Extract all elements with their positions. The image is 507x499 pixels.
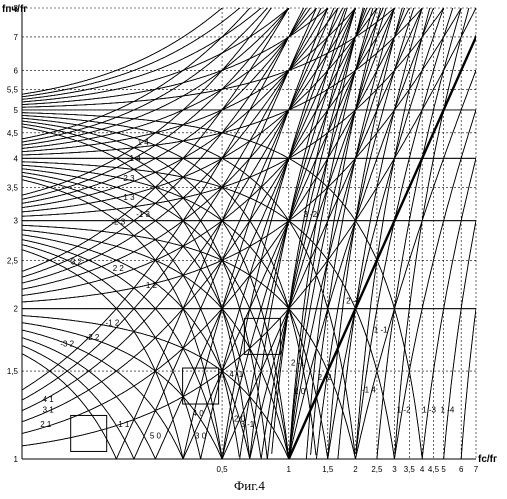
curve-family: [22, 4, 489, 464]
x-axis-label: fс/fг: [478, 454, 497, 465]
x-tick-label: 3,5: [404, 465, 416, 474]
curve-label: 2 2: [113, 264, 125, 273]
curve-label: -2 3: [111, 217, 125, 226]
curve-label: 3 -2: [303, 210, 317, 219]
mixing-curve: [22, 4, 411, 433]
x-tick-label: 4,5: [428, 465, 440, 474]
mixing-curve: [22, 5, 462, 463]
x-tick-label: 7: [474, 465, 479, 474]
curve-label: 3 2: [71, 258, 83, 267]
mixing-curve: [22, 6, 339, 463]
mixing-curve: [22, 4, 332, 104]
x-tick-label: 6: [459, 465, 464, 474]
y-tick-label: 1,5: [7, 367, 19, 376]
mixing-curve: [22, 5, 425, 156]
curve-label: 1 -4: [441, 405, 455, 414]
y-tick-label: 3: [14, 217, 19, 226]
curve-label: 1 3: [123, 193, 135, 202]
curve-label: -1 2: [106, 319, 120, 328]
curve-label: -3 2: [60, 339, 74, 348]
mixing-curve: [22, 4, 291, 271]
curve-label: -1 4: [127, 154, 141, 163]
mixing-curve: [22, 5, 462, 463]
curve-label: 1 0: [294, 387, 306, 396]
curve-label: 3 0: [195, 431, 207, 440]
y-tick-label: 7: [14, 33, 19, 42]
curve-label: 4 0: [193, 409, 205, 418]
x-tick-label: 3: [392, 465, 397, 474]
y-tick-label: 5,5: [7, 85, 19, 94]
mixing-curve: [22, 4, 271, 142]
curve-label: 2 -3: [346, 296, 360, 305]
mixing-curve: [22, 4, 293, 102]
mixing-curve: [22, 5, 344, 411]
curve-label: 1 1: [118, 420, 130, 429]
mixing-curve: [22, 5, 305, 390]
mixing-curve: [22, 6, 356, 462]
curve-label: 1 4: [138, 138, 150, 147]
curve-label: 1 2: [146, 281, 158, 290]
mixing-curve: [22, 4, 332, 104]
mixing-curve: [22, 4, 293, 102]
x-tick-label: 1: [287, 465, 292, 474]
curve-label: 2 -2: [318, 373, 332, 382]
mixing-curve: [22, 4, 291, 271]
curve-label: -1 4: [362, 385, 376, 394]
curve-label: -2 2: [86, 333, 100, 342]
x-tick-label: 2,5: [371, 465, 383, 474]
mixing-curve: [22, 5, 319, 149]
curve-label: 4 -1: [229, 370, 243, 379]
mixing-curve: [22, 6, 339, 463]
mixing-curve: [22, 5, 305, 390]
mixing-curve: [22, 4, 399, 107]
figure-caption: Фиг.4: [234, 478, 265, 493]
mixing-curve: [22, 6, 356, 462]
mixing-curve: [22, 4, 411, 433]
y-tick-label: 5: [14, 106, 19, 115]
y-axis-label: fпч/fг: [2, 4, 27, 15]
curve-label: 1 -1: [374, 326, 388, 335]
y-tick-label: 6: [14, 66, 19, 75]
mixing-curve: [22, 7, 381, 459]
y-tick-label: 4: [14, 154, 19, 163]
curve-label: 3 -1: [240, 420, 254, 429]
mixing-curve: [22, 4, 271, 142]
y-tick-label: 1: [14, 455, 19, 464]
curve-label: 1 -2: [397, 405, 411, 414]
x-tick-label: 1,5: [322, 465, 334, 474]
x-tick-label: 4: [420, 465, 425, 474]
curve-label: 2 1: [40, 420, 52, 429]
curve-label: -1 3: [136, 210, 150, 219]
mixing-curve: [22, 5, 344, 411]
curve-label: 3 1: [43, 405, 55, 414]
curve-label: 5 0: [150, 431, 162, 440]
mixing-curve: [221, 6, 423, 462]
mixing-curve: [22, 5, 319, 149]
x-tick-label: 2: [353, 465, 358, 474]
curve-label: 2 3: [123, 174, 135, 183]
curve-label: 2 -1: [291, 358, 305, 367]
curve-label: 1 -3: [422, 405, 436, 414]
y-tick-label: 2: [14, 305, 19, 314]
y-tick-label: 3,5: [7, 183, 19, 192]
curve-label: 4 1: [43, 395, 55, 404]
mixing-curve: [22, 7, 381, 459]
x-tick-label: 0,5: [217, 465, 229, 474]
y-tick-label: 4,5: [7, 129, 19, 138]
x-tick-label: 5: [441, 465, 446, 474]
y-tick-label: 2,5: [7, 256, 19, 265]
